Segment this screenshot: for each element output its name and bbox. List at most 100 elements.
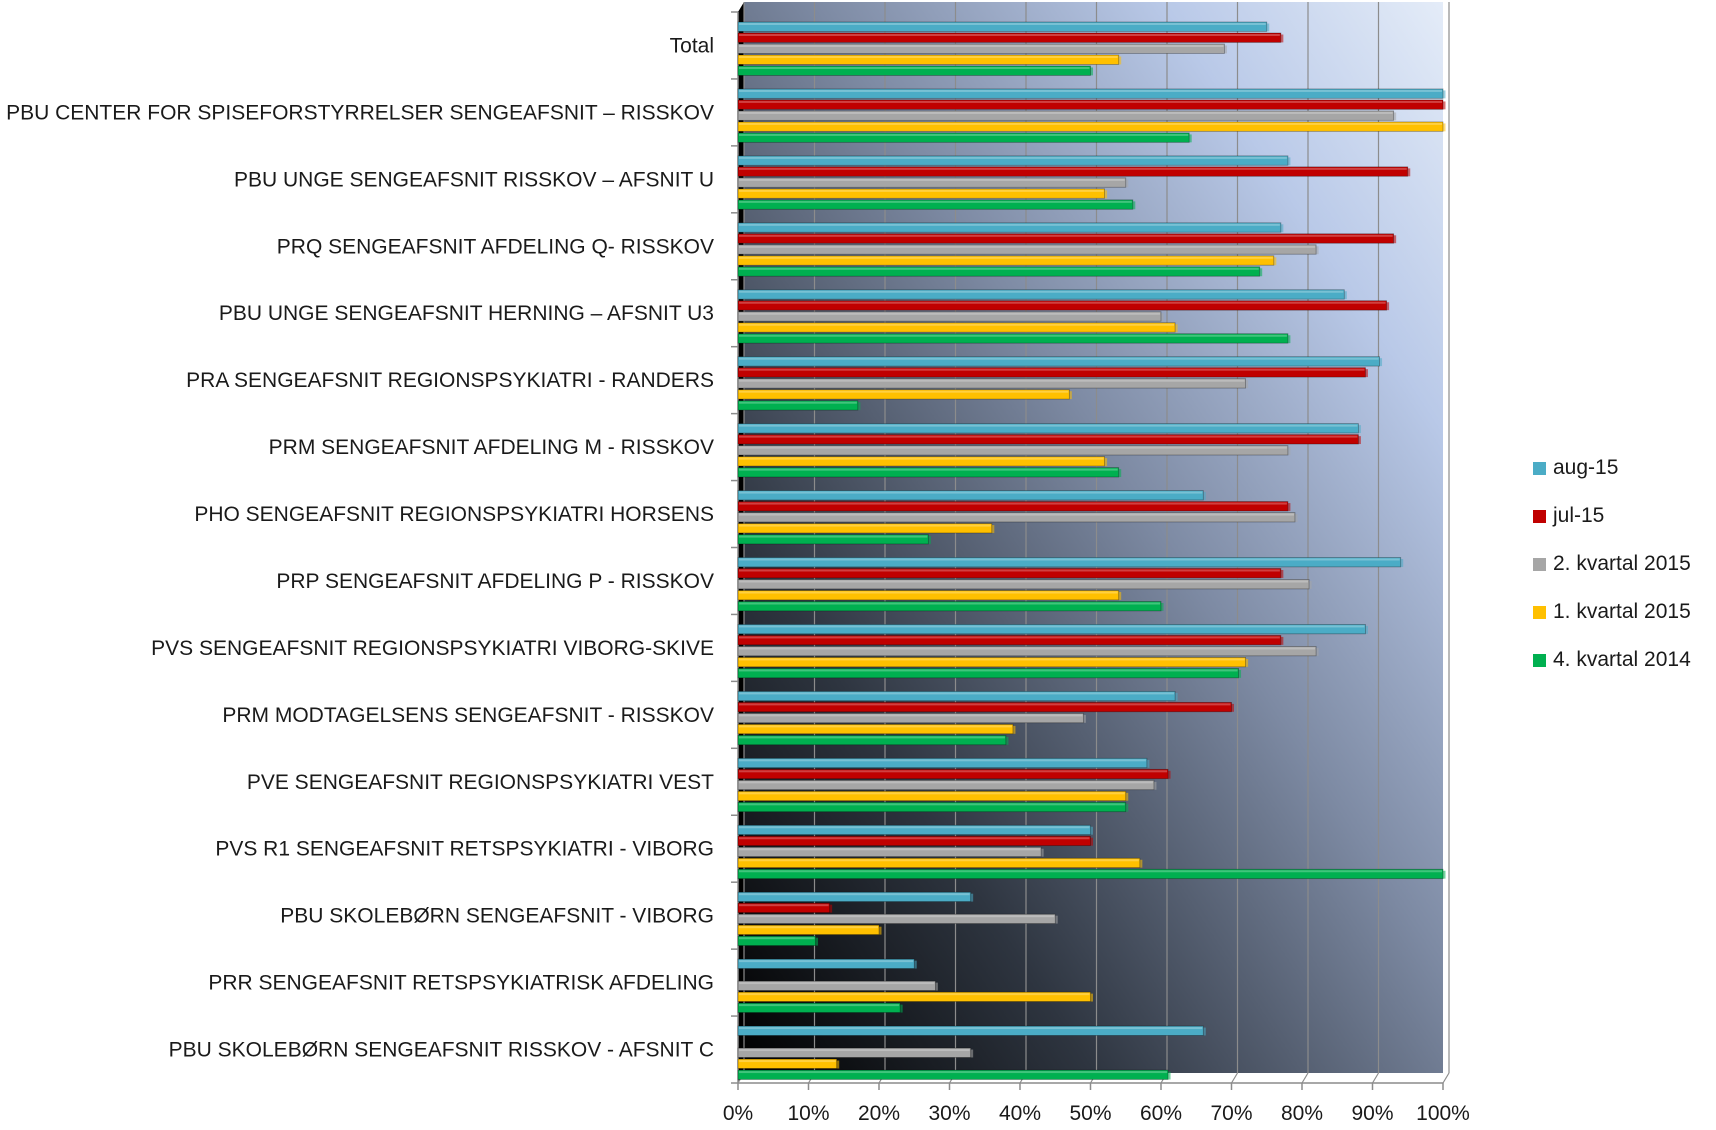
x-tick-label: 0% [723,1102,753,1125]
bar [737,99,1444,110]
bar [737,723,1014,735]
bar [737,300,1387,311]
bar [737,902,831,913]
bar-side [1245,658,1249,667]
bar-highlight [739,491,1203,494]
legend-label: 1. kvartal 2015 [1553,600,1691,623]
bar [737,734,1007,746]
x-tick-label: 30% [928,1102,970,1125]
bar [737,657,1247,668]
bar-highlight [739,1071,1168,1074]
bar-side [1125,803,1129,812]
bar-highlight [739,915,1055,918]
bar-highlight [739,323,1175,326]
legend-label: 4. kvartal 2014 [1553,648,1691,671]
category-label: PBU CENTER FOR SPISEFORSTYRRELSER SENGEA… [6,101,714,124]
bar-side [1146,759,1150,768]
bar-highlight [739,23,1266,25]
bar-side [991,525,995,533]
bar-highlight [739,424,1358,427]
bar-highlight [739,524,991,527]
bars [737,21,1446,1080]
bar-side [1083,714,1086,723]
bar-side [1294,514,1298,522]
bar [737,132,1190,143]
bar-side [1280,34,1284,43]
bar [737,43,1225,54]
bar-highlight [739,736,1005,739]
bar-highlight [739,234,1393,237]
bar-side [1069,391,1072,400]
x-tick-label: 40% [999,1102,1041,1125]
bar [737,188,1106,199]
bar-highlight [739,826,1090,829]
bar-highlight [739,468,1118,471]
bar-side [1273,257,1277,266]
bar [737,289,1345,300]
bar [737,367,1366,378]
bar [737,199,1134,210]
bar-side [1238,669,1242,678]
x-tick-label: 80% [1281,1102,1323,1125]
bar-highlight [739,167,1407,170]
bar-highlight [739,122,1442,125]
bar [737,846,1042,858]
bar-side [970,893,974,902]
bar-highlight [739,267,1259,270]
legend-label: aug-15 [1553,456,1618,479]
bar-highlight [739,301,1386,304]
bar [737,790,1127,802]
bar-highlight [739,848,1041,851]
bar [737,65,1091,76]
bar [737,21,1268,32]
bar-side [815,937,819,946]
bar [737,534,929,545]
bar-highlight [739,759,1146,762]
bar [737,801,1127,813]
x-tick-label: 70% [1210,1102,1252,1125]
bar [737,467,1120,478]
bar [737,54,1120,65]
bar [737,913,1056,924]
bar-highlight [739,1049,970,1052]
bar-side [1090,993,1093,1002]
bar-side [857,402,861,411]
bar-side [1153,781,1157,790]
bar [737,490,1204,501]
bar-side [1189,134,1192,143]
bar-side [1005,736,1009,745]
bar-highlight [739,870,1442,873]
category-label: PVS SENGEAFSNIT REGIONSPSYKIATRI VIBORG-… [151,637,714,660]
bar-highlight [739,502,1287,505]
category-label: PRP SENGEAFSNIT AFDELING P - RISSKOV [276,570,714,593]
bar [737,88,1444,99]
bar [737,624,1366,635]
bar-side [1125,179,1129,188]
bar [737,1047,972,1058]
bar-side [1055,915,1058,924]
bar [737,757,1148,769]
legend-swatch [1533,462,1546,475]
category-label: PRQ SENGEAFSNIT AFDELING Q- RISSKOV [277,235,714,258]
x-tick-label: 90% [1351,1102,1393,1125]
bar-highlight [739,34,1280,36]
bar-side [829,904,833,913]
bar-highlight [739,580,1309,583]
category-label: Total [670,34,714,57]
bar [737,333,1289,344]
bar-highlight [739,893,970,896]
bar-side [1203,1027,1206,1036]
bar [737,980,936,991]
bar-side [1407,168,1411,177]
bar [737,356,1380,367]
bar-side [900,1004,903,1013]
bar-highlight [739,926,878,929]
bar-highlight [739,56,1118,58]
bar-highlight [739,100,1442,103]
bar-side [1104,190,1108,199]
bar [737,456,1106,467]
bar [737,512,1296,523]
bar [737,712,1084,724]
bar-side [1287,447,1291,456]
